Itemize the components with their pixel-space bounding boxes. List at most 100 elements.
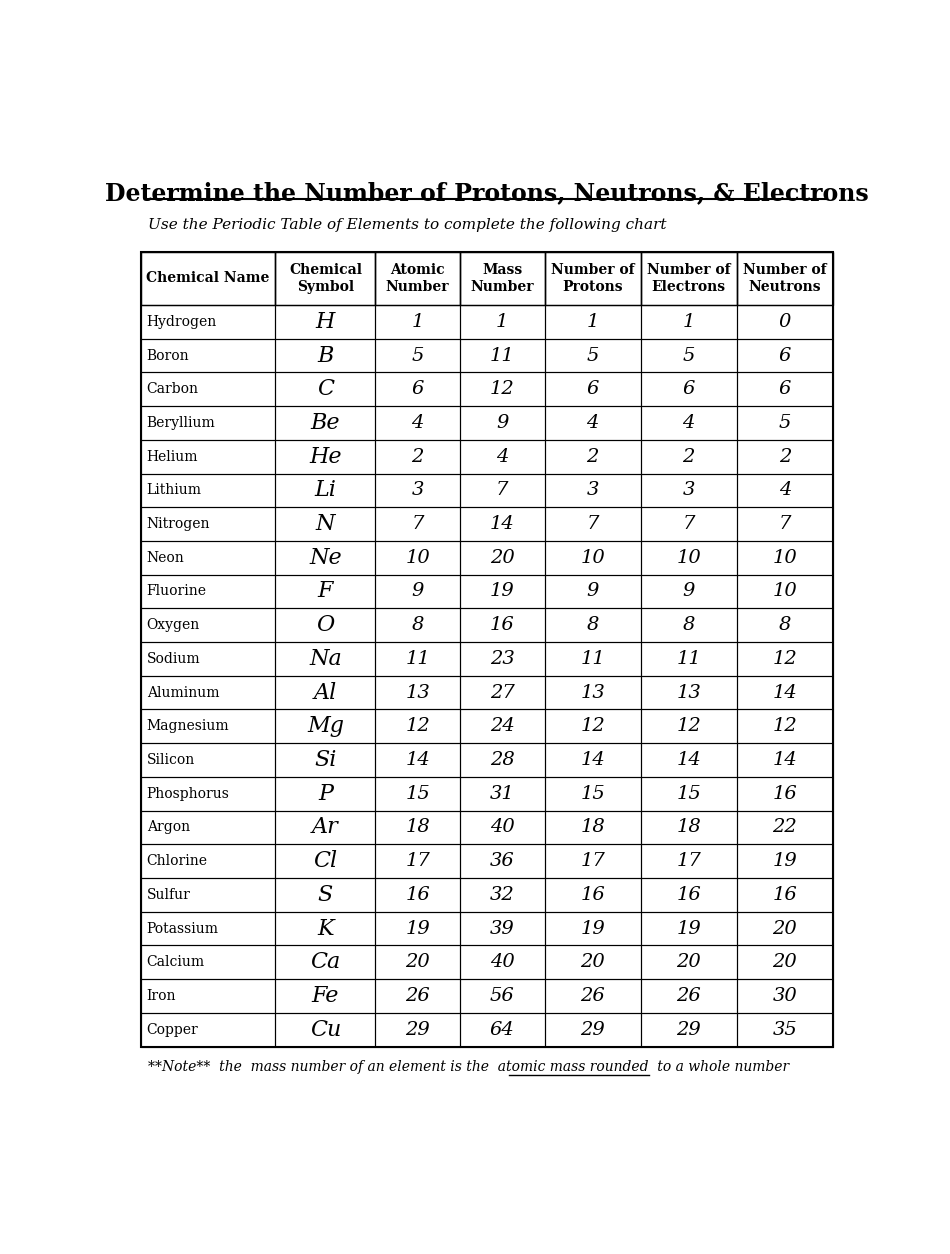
Text: 4: 4	[779, 482, 791, 499]
Bar	[141, 1013, 276, 1047]
Text: C: C	[317, 379, 333, 400]
Bar	[141, 372, 276, 406]
Bar	[737, 305, 833, 339]
Text: 1: 1	[586, 312, 598, 331]
Text: Hydrogen: Hydrogen	[146, 315, 217, 329]
Text: K: K	[317, 918, 333, 939]
Text: 12: 12	[676, 717, 701, 735]
Bar	[544, 642, 640, 676]
Text: Mass
Number: Mass Number	[470, 263, 534, 293]
Text: 19: 19	[490, 583, 515, 601]
Text: 4: 4	[496, 448, 508, 465]
Text: Number of
Protons: Number of Protons	[551, 263, 635, 293]
Bar	[460, 777, 544, 810]
Text: Beryllium: Beryllium	[146, 416, 216, 430]
Text: 24: 24	[490, 717, 515, 735]
Bar	[460, 642, 544, 676]
Text: 8: 8	[586, 616, 598, 635]
Bar	[460, 252, 544, 305]
Text: 7: 7	[682, 515, 694, 533]
Text: 13: 13	[406, 683, 430, 701]
Bar	[141, 474, 276, 507]
Bar	[544, 305, 640, 339]
Text: Chemical Name: Chemical Name	[146, 271, 270, 286]
Text: 17: 17	[406, 853, 430, 870]
Text: Fe: Fe	[312, 984, 339, 1007]
Text: Argon: Argon	[146, 820, 190, 834]
Bar	[375, 810, 460, 844]
Text: O: O	[316, 614, 334, 636]
Text: Atomic
Number: Atomic Number	[386, 263, 449, 293]
Text: 4: 4	[411, 414, 424, 431]
Text: 18: 18	[580, 819, 605, 836]
Bar	[737, 372, 833, 406]
Bar	[375, 979, 460, 1013]
Text: 6: 6	[411, 380, 424, 399]
Bar	[141, 252, 833, 1047]
Text: 8: 8	[682, 616, 694, 635]
Text: Potassium: Potassium	[146, 922, 219, 935]
Bar	[375, 574, 460, 608]
Bar	[544, 979, 640, 1013]
Text: Oxygen: Oxygen	[146, 618, 200, 632]
Text: 5: 5	[779, 414, 791, 431]
Bar	[544, 474, 640, 507]
Text: 2: 2	[779, 448, 791, 465]
Bar	[276, 912, 375, 946]
Text: 11: 11	[406, 650, 430, 668]
Text: 3: 3	[682, 482, 694, 499]
Bar	[375, 608, 460, 642]
Bar	[276, 642, 375, 676]
Bar	[141, 912, 276, 946]
Bar	[460, 676, 544, 710]
Bar	[141, 710, 276, 744]
Bar	[141, 676, 276, 710]
Bar	[276, 710, 375, 744]
Bar	[375, 507, 460, 540]
Text: Ne: Ne	[309, 547, 342, 569]
Bar	[737, 979, 833, 1013]
Text: S: S	[317, 884, 333, 905]
Bar	[460, 844, 544, 878]
Text: 19: 19	[772, 853, 797, 870]
Bar	[737, 810, 833, 844]
Bar	[544, 608, 640, 642]
Bar	[640, 979, 737, 1013]
Bar	[640, 642, 737, 676]
Text: 6: 6	[682, 380, 694, 399]
Bar	[141, 946, 276, 979]
Text: Chlorine: Chlorine	[146, 854, 208, 868]
Text: B: B	[317, 345, 333, 366]
Bar	[375, 1013, 460, 1047]
Bar	[544, 810, 640, 844]
Bar	[640, 946, 737, 979]
Bar	[460, 339, 544, 372]
Text: 2: 2	[586, 448, 598, 465]
Bar	[460, 744, 544, 777]
Bar	[640, 440, 737, 474]
Text: Determine the Number of Protons, Neutrons, & Electrons: Determine the Number of Protons, Neutron…	[105, 182, 868, 206]
Text: 3: 3	[586, 482, 598, 499]
Bar	[375, 642, 460, 676]
Bar	[544, 339, 640, 372]
Text: Calcium: Calcium	[146, 956, 205, 969]
Text: 40: 40	[490, 953, 515, 972]
Bar	[460, 305, 544, 339]
Text: 20: 20	[580, 953, 605, 972]
Text: Neon: Neon	[146, 551, 184, 564]
Text: 7: 7	[496, 482, 508, 499]
Bar	[375, 710, 460, 744]
Text: 12: 12	[490, 380, 515, 399]
Text: 7: 7	[586, 515, 598, 533]
Bar	[544, 540, 640, 574]
Text: 14: 14	[772, 751, 797, 769]
Text: 22: 22	[772, 819, 797, 836]
Text: 28: 28	[490, 751, 515, 769]
Bar	[640, 474, 737, 507]
Text: Number of
Neutrons: Number of Neutrons	[743, 263, 826, 293]
Bar	[737, 406, 833, 440]
Bar	[276, 744, 375, 777]
Bar	[640, 252, 737, 305]
Bar	[141, 810, 276, 844]
Text: 56: 56	[490, 987, 515, 1004]
